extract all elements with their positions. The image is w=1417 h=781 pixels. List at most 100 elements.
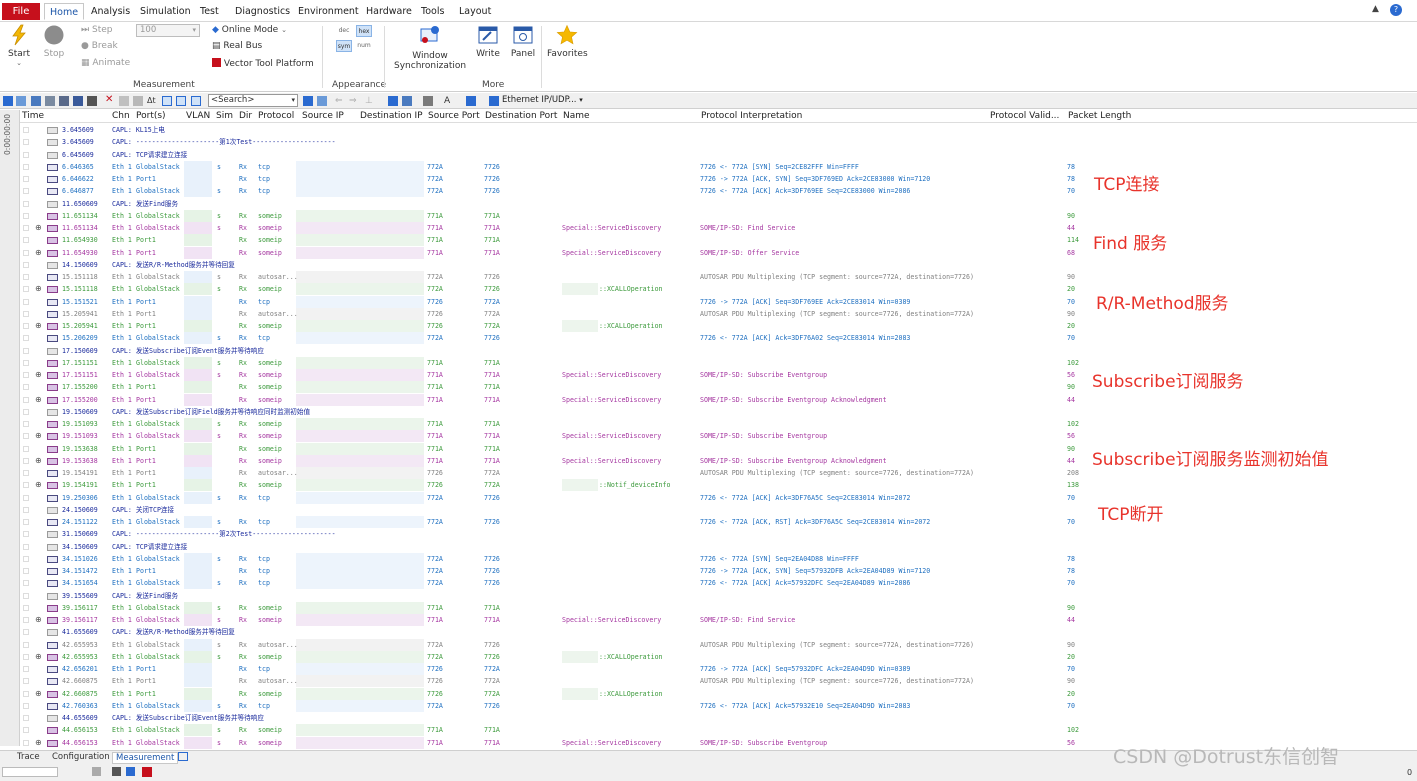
online-mode-button[interactable]: ◆ Online Mode ⌄	[212, 25, 287, 35]
expand-icon[interactable]: ⊕	[35, 223, 42, 232]
table-row[interactable]: ⊕ 19.154191 Eth 1 Port1 Rx someip 7726 772A::No…	[0, 479, 1417, 492]
toolbar-icon-5[interactable]	[59, 96, 69, 106]
row-checkbox[interactable]	[23, 212, 29, 219]
row-checkbox[interactable]	[23, 408, 29, 415]
delta-time-icon[interactable]: Δt	[147, 96, 156, 105]
tab-tools[interactable]: Tools	[421, 6, 445, 17]
expand-icon[interactable]: ⊕	[35, 431, 42, 441]
vector-tool-platform-button[interactable]: Vector Tool Platform	[212, 58, 314, 69]
expand-icon[interactable]: ⊕	[35, 394, 42, 404]
table-row[interactable]: ⊕ 17.155200 Eth 1 Port1 Rx someip 771A 771A Spec…	[0, 393, 1417, 406]
capl-row[interactable]: 3.645609 CAPL: KL15上电	[0, 124, 1417, 136]
tab-layout[interactable]: Layout	[459, 6, 492, 17]
table-row[interactable]: 19.250306 Eth 1 GlobalStack s Rx tcp 772A 7726 7…	[0, 491, 1417, 504]
row-checkbox[interactable]	[23, 604, 29, 611]
row-checkbox[interactable]	[23, 690, 29, 697]
hex-button[interactable]: hex	[356, 25, 372, 37]
row-checkbox[interactable]	[23, 261, 29, 268]
network-icon[interactable]	[489, 96, 499, 106]
capl-row[interactable]: 41.655609 CAPL: 发送R/R-Method服务并等待回复	[0, 626, 1417, 638]
capl-row[interactable]: 31.150609 CAPL: ---------------------第2次T…	[0, 528, 1417, 540]
row-checkbox[interactable]	[23, 739, 29, 746]
toolbar-icon-12[interactable]	[402, 96, 412, 106]
row-checkbox[interactable]	[23, 531, 29, 538]
row-checkbox[interactable]	[23, 433, 29, 440]
table-row[interactable]: ⊕ 15.151118 Eth 1 GlobalStack s Rx someip 772A 7…	[0, 283, 1417, 296]
capl-row[interactable]: 17.150609 CAPL: 发送Subscribe订阅Event服务并等待响应	[0, 345, 1417, 357]
table-row[interactable]: 17.151151 Eth 1 GlobalStack s Rx someip 771A 77…	[0, 356, 1417, 369]
capl-row[interactable]: 39.155609 CAPL: 发送Find服务	[0, 590, 1417, 602]
expand-icon[interactable]: ⊕	[35, 370, 42, 379]
row-checkbox[interactable]	[23, 702, 29, 709]
row-checkbox[interactable]	[23, 653, 29, 660]
table-row[interactable]: 17.155200 Eth 1 Port1 Rx someip 771A 771A 90	[0, 381, 1417, 394]
table-row[interactable]: 11.654930 Eth 1 Port1 Rx someip 771A 771A 114	[0, 234, 1417, 247]
step-button[interactable]: ⏭ Step	[81, 25, 112, 35]
col-destination-port[interactable]: Destination Port	[485, 111, 558, 121]
col-sim[interactable]: Sim	[216, 111, 233, 121]
table-row[interactable]: ⊕ 19.151093 Eth 1 GlobalStack s Rx someip 771A 7…	[0, 430, 1417, 443]
sym-button[interactable]: sym	[336, 40, 352, 52]
arrow-right-icon[interactable]: ⇒	[349, 96, 357, 106]
table-row[interactable]: ⊕ 39.156117 Eth 1 GlobalStack s Rx someip 771A 7…	[0, 614, 1417, 626]
tab-test[interactable]: Test	[200, 6, 219, 17]
expand-icon[interactable]: ⊕	[35, 688, 42, 698]
tab-environment[interactable]: Environment	[298, 6, 359, 17]
tab-diagnostics[interactable]: Diagnostics	[235, 6, 291, 17]
row-checkbox[interactable]	[23, 335, 29, 342]
row-checkbox[interactable]	[23, 163, 29, 170]
real-bus-button[interactable]: ▤ Real Bus	[212, 41, 262, 51]
row-checkbox[interactable]	[23, 151, 29, 158]
row-checkbox[interactable]	[23, 372, 29, 378]
row-checkbox[interactable]	[23, 494, 29, 501]
toolbar-icon-4[interactable]	[45, 96, 55, 106]
num-button[interactable]: num	[357, 42, 371, 49]
toolbar-icon-7[interactable]	[133, 96, 143, 106]
row-checkbox[interactable]	[23, 519, 29, 525]
table-row[interactable]: ⊕ 15.205941 Eth 1 Port1 Rx someip 7726 772A::XC…	[0, 320, 1417, 332]
tab-simulation[interactable]: Simulation	[140, 6, 191, 17]
toolbar-icon-14[interactable]	[466, 96, 476, 106]
table-row[interactable]: ⊕ 17.151151 Eth 1 GlobalStack s Rx someip 771A 7…	[0, 369, 1417, 381]
table-row[interactable]: ⊕ 44.656153 Eth 1 GlobalStack s Rx someip 771A 7…	[0, 736, 1417, 749]
table-row[interactable]: ⊕ 11.654930 Eth 1 Port1 Rx someip 771A 771A Spec…	[0, 246, 1417, 259]
row-checkbox[interactable]	[23, 249, 29, 256]
dec-button[interactable]: dec	[338, 27, 350, 34]
toolbar-icon-2[interactable]	[16, 96, 26, 106]
table-row[interactable]: 42.760363 Eth 1 GlobalStack s Rx tcp 772A 7726 7…	[0, 699, 1417, 712]
capl-row[interactable]: 44.655609 CAPL: 发送Subscribe订阅Event服务并等待响应	[0, 712, 1417, 724]
window-sync-button[interactable]: Window Synchronization	[394, 24, 466, 71]
row-checkbox[interactable]	[23, 580, 29, 587]
row-checkbox[interactable]	[23, 323, 29, 329]
arrow-left-icon[interactable]: ⇐	[335, 96, 343, 106]
capl-row[interactable]: 19.150609 CAPL: 发送Subscribe订阅Field服务并等待响应…	[0, 406, 1417, 418]
toolbar-icon-9[interactable]	[176, 96, 186, 106]
table-row[interactable]: 6.646365 Eth 1 GlobalStack s Rx tcp 772A 7726 77…	[0, 160, 1417, 173]
help-icon[interactable]: ?	[1390, 4, 1402, 16]
row-checkbox[interactable]	[23, 457, 29, 464]
capl-row[interactable]: 3.645609 CAPL: ---------------------第1次Te…	[0, 136, 1417, 148]
status-icon-1[interactable]	[92, 767, 101, 776]
row-checkbox[interactable]	[23, 506, 29, 513]
table-row[interactable]: 6.646877 Eth 1 GlobalStack s Rx tcp 772A 7726 77…	[0, 185, 1417, 198]
row-checkbox[interactable]	[23, 445, 29, 452]
row-checkbox[interactable]	[23, 617, 29, 623]
row-checkbox[interactable]	[23, 298, 29, 305]
row-checkbox[interactable]	[23, 286, 29, 293]
table-row[interactable]: 19.154191 Eth 1 Port1 Rx autosar... 7726 772A A…	[0, 467, 1417, 479]
table-row[interactable]: 34.151654 Eth 1 GlobalStack s Rx tcp 772A 7726 7…	[0, 577, 1417, 590]
expand-icon[interactable]: ⊕	[35, 615, 42, 624]
animate-button[interactable]: ▦ Animate	[81, 58, 130, 68]
row-checkbox[interactable]	[23, 715, 29, 721]
write-button[interactable]: Write	[474, 24, 502, 59]
capl-row[interactable]: 11.650609 CAPL: 发送Find服务	[0, 198, 1417, 210]
row-checkbox[interactable]	[23, 139, 29, 146]
tab-configuration[interactable]: Configuration	[52, 752, 110, 762]
row-checkbox[interactable]	[23, 310, 29, 317]
table-row[interactable]: 34.151026 Eth 1 GlobalStack s Rx tcp 772A 7726 7…	[0, 552, 1417, 565]
col-protocol[interactable]: Protocol	[258, 111, 295, 121]
col-dir[interactable]: Dir	[239, 111, 253, 121]
row-checkbox[interactable]	[23, 274, 29, 280]
binoculars-icon[interactable]	[87, 96, 97, 106]
stop-button[interactable]: Stop	[42, 24, 66, 59]
